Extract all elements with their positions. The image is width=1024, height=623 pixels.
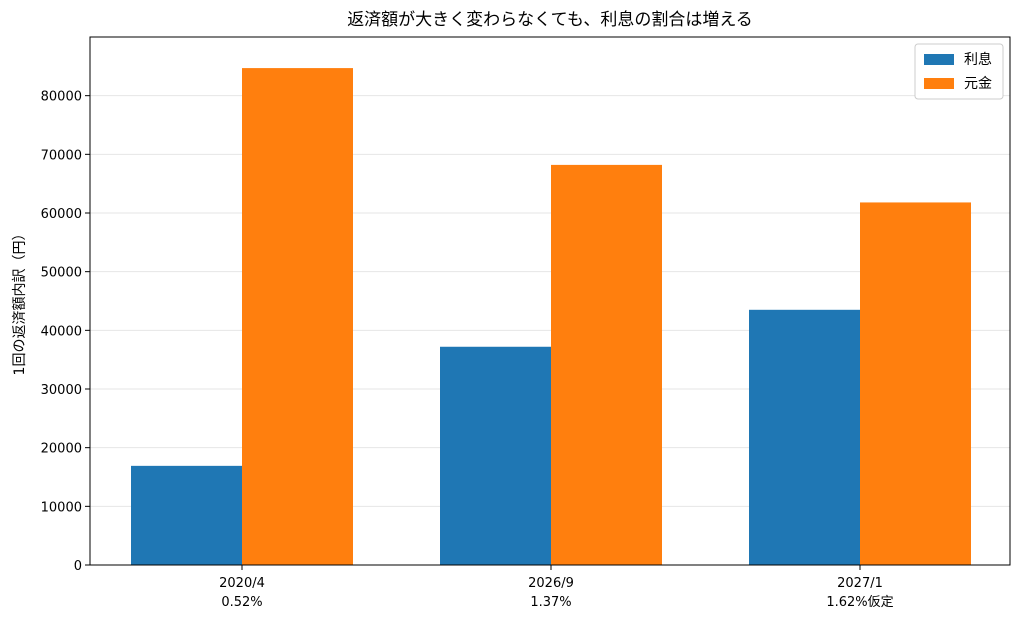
y-axis: 0 10000 20000 30000 40000 50000 60000 70000 8000… xyxy=(41,90,90,574)
x-tick-label-rate: 1.37% xyxy=(530,595,571,610)
bar-principal xyxy=(551,164,662,566)
bar-interest xyxy=(131,465,242,565)
x-tick-label-rate: 0.52% xyxy=(221,595,262,610)
y-tick-label: 40000 xyxy=(41,324,82,339)
y-tick-label: 50000 xyxy=(41,266,82,281)
bar-principal xyxy=(242,68,353,566)
plot-frame xyxy=(89,36,1011,566)
y-tick-label: 70000 xyxy=(41,148,82,163)
x-tick-label-date: 2026/9 xyxy=(528,576,574,591)
bars xyxy=(131,68,971,566)
x-tick-label-rate: 1.62%仮定 xyxy=(826,595,893,610)
legend-swatch-principal xyxy=(924,78,954,89)
y-tick-label: 80000 xyxy=(41,90,82,105)
y-axis-label: 1回の返済額内訳（円） xyxy=(12,227,28,376)
bar-interest xyxy=(749,309,860,565)
y-tick-label: 20000 xyxy=(41,442,82,457)
bar-interest xyxy=(440,346,551,565)
legend-swatch-interest xyxy=(924,54,954,65)
y-tick-label: 30000 xyxy=(41,383,82,398)
y-tick-label: 10000 xyxy=(41,500,82,515)
chart-title: 返済額が大きく変わらなくても、利息の割合は増える xyxy=(347,10,753,30)
x-axis: 2020/4 0.52% 2026/9 1.37% 2027/1 1.62%仮定 xyxy=(219,565,894,610)
legend-label-interest: 利息 xyxy=(964,51,992,68)
legend: 利息 元金 xyxy=(914,43,1004,100)
bar-principal xyxy=(860,202,971,565)
y-tick-label: 0 xyxy=(74,559,82,574)
x-tick-label-date: 2027/1 xyxy=(837,576,883,591)
y-tick-label: 60000 xyxy=(41,207,82,222)
x-tick-label-date: 2020/4 xyxy=(219,576,265,591)
legend-label-principal: 元金 xyxy=(964,76,992,92)
